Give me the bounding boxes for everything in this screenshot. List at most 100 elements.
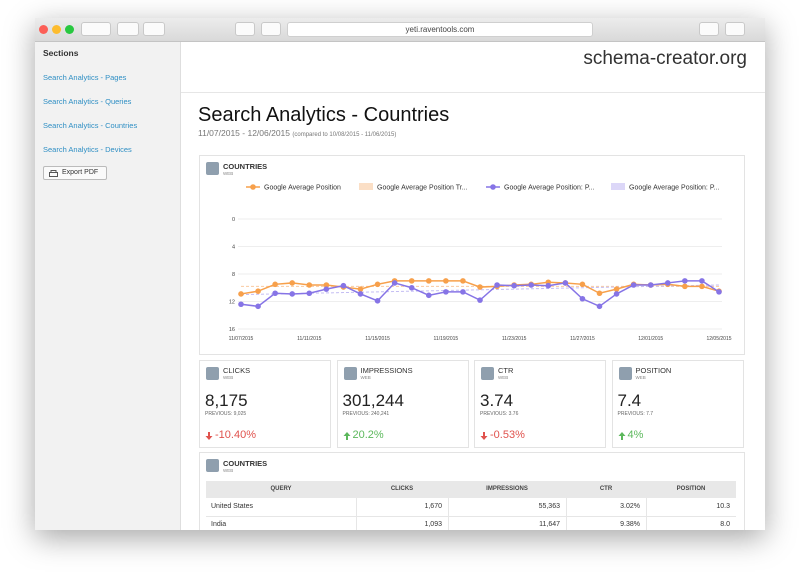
metric-change: -0.53%	[490, 429, 525, 441]
data-point	[425, 292, 432, 299]
data-point	[255, 288, 261, 294]
metric-title: POSITION	[635, 366, 672, 375]
data-point	[289, 291, 296, 297]
sidebar-link[interactable]: Search Analytics - Queries	[43, 97, 132, 106]
metric-change: 20.2%	[352, 429, 384, 441]
data-point	[647, 282, 654, 288]
sidebar-link[interactable]: Search Analytics - Pages	[43, 73, 127, 82]
x-tick-label: 11/27/2015	[570, 336, 595, 342]
data-point	[477, 284, 483, 290]
table-cell: 1,670	[424, 503, 442, 510]
change-arrow	[205, 432, 213, 440]
panel-icon	[343, 367, 357, 380]
table-cell: 9.38%	[620, 521, 640, 528]
metric-subtitle: WEB	[223, 375, 234, 380]
column-divider	[566, 498, 567, 516]
data-point	[238, 291, 244, 297]
close-button[interactable]	[39, 25, 48, 34]
table-cell: India	[211, 521, 227, 528]
column-header[interactable]: IMPRESSIONS	[486, 486, 528, 492]
printer-icon	[49, 170, 58, 177]
back-forward[interactable]	[81, 22, 111, 36]
data-point	[682, 278, 688, 284]
metric-card: POSITION WEB 7.4 PREVIOUS: 7.7 4%	[611, 360, 744, 448]
panel-icon	[206, 162, 219, 175]
data-point	[289, 280, 296, 286]
data-point	[323, 282, 330, 288]
column-divider	[448, 516, 449, 530]
metric-card: IMPRESSIONS WEB 301,244 PREVIOUS: 240,241 20…	[336, 360, 469, 448]
y-tick-label: 0	[232, 217, 235, 223]
date-range: 11/07/2015 - 12/06/2015 (compared to 10/…	[198, 128, 396, 138]
metric-change: -10.40%	[215, 429, 256, 441]
data-point	[408, 278, 415, 284]
data-point	[255, 303, 261, 310]
data-point	[443, 278, 449, 284]
main-content: schema-creator.org Search Analytics - Co…	[181, 42, 765, 530]
metric-card: CTR WEB 3.74 PREVIOUS: 3.76 -0.53%	[474, 360, 606, 448]
metric-value: 7.4	[617, 391, 642, 410]
data-point	[716, 289, 722, 295]
column-header[interactable]: CTR	[599, 486, 613, 492]
data-point	[682, 283, 688, 290]
zoom-button[interactable]	[65, 25, 74, 34]
x-tick-label: 11/19/2015	[434, 336, 459, 342]
data-point	[443, 289, 449, 295]
data-point	[613, 291, 620, 297]
address-bar[interactable]: yeti.raventools.com	[287, 22, 593, 37]
data-point	[272, 281, 278, 288]
y-tick-label: 4	[232, 245, 235, 251]
data-point	[579, 295, 586, 302]
panel-icon	[206, 367, 219, 380]
arrow-shape	[480, 432, 488, 440]
table-panel: COUNTRIES WEB QUERY CLICKS IMPRESSIONS CTR P…	[199, 452, 745, 530]
column-header[interactable]: POSITION	[676, 486, 706, 492]
legend-label: Google Average Position: P...	[629, 185, 719, 192]
legend-label: Google Average Position	[264, 185, 341, 192]
tab-button[interactable]	[143, 22, 165, 36]
data-point	[460, 278, 466, 284]
metric-title: CLICKS	[223, 366, 251, 375]
column-header[interactable]: QUERY	[270, 486, 292, 492]
data-point	[306, 290, 313, 297]
metric-subtitle: WEB	[635, 375, 646, 380]
sidebar-heading: Sections	[43, 48, 79, 58]
sidebar-link[interactable]: Search Analytics - Countries	[43, 121, 138, 130]
change-arrow	[343, 432, 350, 440]
data-point	[699, 283, 705, 290]
metric-previous: PREVIOUS: 240,241	[342, 411, 390, 417]
sidebar-link[interactable]: Search Analytics - Devices	[43, 145, 132, 154]
data-point	[596, 303, 603, 310]
table-cell: 55,363	[538, 503, 560, 510]
panel-icon	[481, 367, 494, 380]
panel-icon	[206, 459, 219, 472]
metric-value: 8,175	[205, 391, 248, 410]
legend-swatch	[490, 184, 496, 190]
sidebar-button[interactable]	[117, 22, 139, 36]
pocket-button[interactable]	[261, 22, 281, 36]
table-header	[206, 481, 736, 498]
browser-toolbar: yeti.raventools.com	[35, 18, 765, 42]
metric-value: 301,244	[342, 391, 404, 410]
metric-subtitle: WEB	[498, 375, 509, 380]
share-button[interactable]	[699, 22, 719, 36]
metric-title: IMPRESSIONS	[360, 366, 413, 375]
data-point	[699, 278, 705, 284]
table-cell: United States	[211, 503, 254, 510]
export-button[interactable]: Export PDF	[43, 166, 107, 180]
x-tick-label: 12/05/2015	[706, 336, 731, 342]
panel-title: COUNTRIES	[223, 162, 268, 171]
metric-value: 3.74	[480, 391, 514, 410]
data-point	[272, 290, 278, 297]
chart-panel: COUNTRIES WEB 0 4 8 12 16 11/07/2015 11/11/201…	[199, 155, 745, 355]
data-point	[357, 291, 364, 297]
metric-card: CLICKS WEB 8,175 PREVIOUS: 9,025 -10.40%	[199, 360, 331, 448]
column-header[interactable]: CLICKS	[390, 486, 414, 492]
sidebar: Sections Search Analytics - Pages Search …	[35, 42, 181, 530]
minimize-button[interactable]	[52, 25, 61, 34]
panel-title: COUNTRIES	[223, 459, 268, 468]
reader-button[interactable]	[235, 22, 255, 36]
tabs-button[interactable]	[725, 22, 745, 36]
watermark: schema-creator.org	[583, 48, 747, 69]
